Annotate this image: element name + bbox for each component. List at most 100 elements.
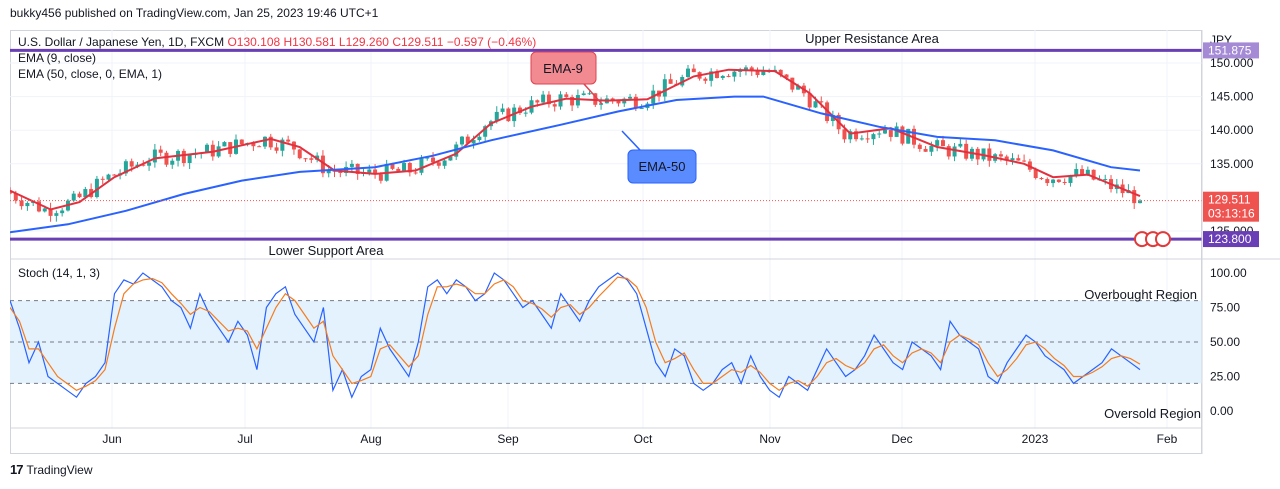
ema9-callout-box: [530, 51, 597, 85]
levels: [10, 48, 1202, 241]
candle-body: [668, 79, 673, 84]
upper-resistance-label: Upper Resistance Area: [805, 31, 939, 46]
candle-body: [378, 174, 383, 181]
candle-body: [222, 142, 227, 147]
stoch-tick-label: 50.00: [1210, 335, 1240, 349]
ema-lines: [10, 68, 1202, 234]
candle-body: [523, 112, 528, 114]
candle-body: [413, 172, 418, 174]
candle-body: [48, 208, 53, 216]
candle-body: [164, 152, 169, 165]
candle-body: [297, 149, 302, 159]
candle-body: [714, 71, 719, 79]
ema9-callout-text: EMA-9: [543, 61, 583, 76]
candle-body: [1103, 179, 1108, 181]
ohlc-low: L129.260: [338, 35, 389, 49]
candle-body: [431, 157, 436, 163]
candle-body: [871, 134, 876, 140]
candle-body: [448, 156, 453, 161]
time-tick-label: Feb: [1157, 432, 1178, 446]
candle-body: [1045, 179, 1050, 184]
oversold-label: Oversold Region: [1104, 406, 1201, 421]
candle-body: [396, 168, 401, 171]
candle-body: [703, 78, 708, 81]
price-tick-label: 140.000: [1210, 123, 1254, 137]
candle-body: [929, 145, 934, 152]
candle-body: [19, 200, 24, 207]
candle-body: [535, 100, 540, 103]
candle-body: [71, 193, 76, 201]
candle-body: [738, 70, 743, 72]
time-tick-label: Aug: [360, 432, 381, 446]
countdown-text: 03:13:16: [1208, 207, 1255, 221]
candle-body: [720, 75, 725, 79]
lower-support-label: Lower Support Area: [269, 243, 385, 258]
tradingview-logo-icon: 17: [10, 462, 24, 477]
candle-body: [506, 108, 511, 122]
ema50-callout-pointer: [621, 130, 641, 151]
candle-body: [442, 160, 447, 166]
candle-body: [465, 136, 470, 144]
candle-body: [743, 67, 748, 71]
candles: [10, 64, 1142, 222]
candle-body: [628, 96, 633, 99]
footer-brand: TradingView: [26, 462, 93, 477]
candle-body: [900, 126, 905, 144]
candle-body: [349, 163, 354, 167]
candle-body: [274, 147, 279, 151]
candle-body: [1039, 178, 1044, 180]
stoch-legend[interactable]: Stoch (14, 1, 3): [18, 266, 101, 280]
candle-body: [123, 161, 128, 174]
candle-body: [419, 158, 424, 173]
time-tick-label: Jun: [102, 432, 121, 446]
candle-body: [981, 148, 986, 160]
candle-body: [517, 107, 522, 113]
candle-body: [1022, 160, 1027, 162]
candle-body: [662, 79, 667, 97]
candle-body: [778, 69, 783, 75]
candle-body: [1080, 169, 1085, 175]
candle-body: [639, 107, 644, 109]
ema50-legend[interactable]: EMA (50, close, 0, EMA, 1): [18, 67, 163, 81]
candle-body: [1051, 179, 1056, 184]
candle-body: [1091, 169, 1096, 180]
candle-body: [1138, 200, 1142, 204]
candle-body: [998, 154, 1003, 157]
time-tick-label: Jul: [237, 432, 252, 446]
candle-body: [691, 68, 696, 73]
candle-body: [796, 85, 801, 90]
ohlc-high: H130.581: [283, 35, 336, 49]
stoch-lines: [10, 272, 1141, 399]
candle-body: [761, 71, 766, 75]
time-tick-label: Sep: [497, 432, 519, 446]
candle-body: [842, 129, 847, 140]
candle-body: [541, 94, 546, 103]
candle-body: [1085, 169, 1090, 175]
support-price-text: 123.800: [1208, 232, 1252, 246]
ema9-line: [10, 68, 1141, 211]
candle-body: [141, 164, 146, 166]
last-price-text: 129.511: [1208, 193, 1251, 207]
candle-body: [152, 149, 157, 163]
candle-body: [100, 178, 105, 180]
candle-body: [181, 150, 186, 164]
candle-body: [987, 148, 992, 161]
time-tick-label: Dec: [891, 432, 912, 446]
candle-body: [54, 213, 59, 216]
candle-body: [402, 162, 407, 171]
stoch-tick-label: 75.00: [1210, 301, 1240, 315]
resistance-price-text: 151.875: [1208, 43, 1252, 57]
candle-body: [262, 136, 267, 147]
candle-body: [1004, 156, 1009, 161]
ema9-legend[interactable]: EMA (9, close): [18, 51, 97, 65]
candle-body: [407, 162, 412, 173]
candle-body: [1068, 175, 1073, 183]
candle-body: [726, 75, 731, 77]
price-tick-label: 150.000: [1210, 56, 1254, 70]
candle-body: [268, 136, 273, 148]
candle-body: [749, 67, 754, 72]
candle-body: [36, 201, 41, 212]
candle-body: [205, 144, 210, 153]
candle-body: [923, 148, 928, 152]
